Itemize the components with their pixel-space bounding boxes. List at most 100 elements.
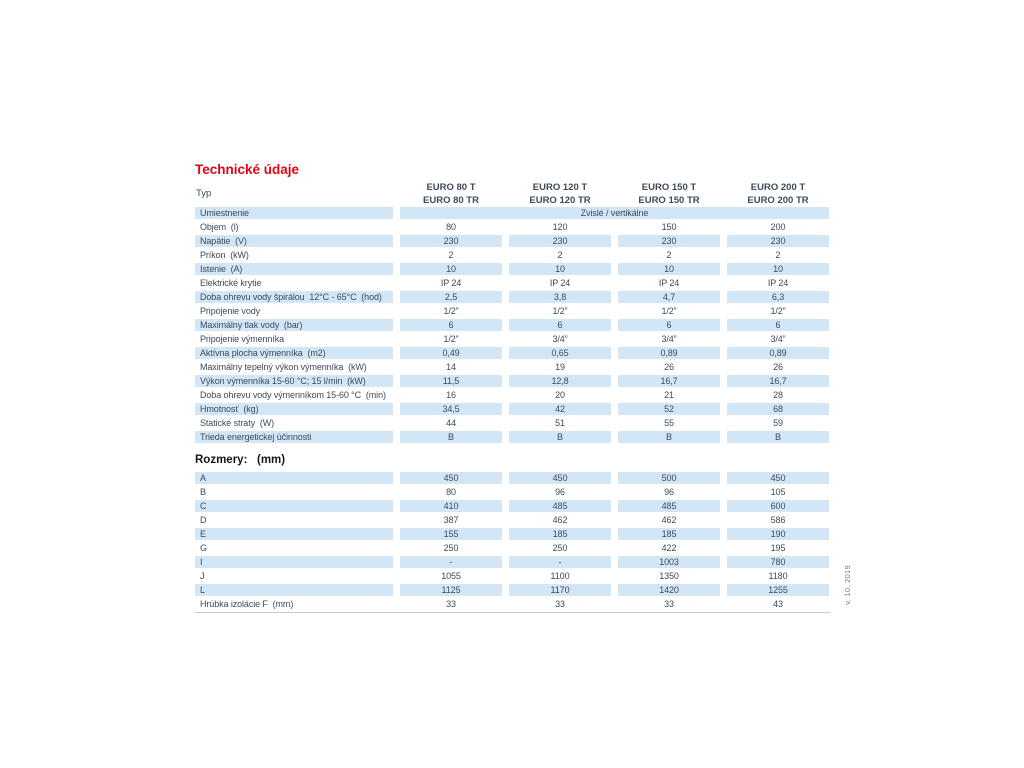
row-label: Statické straty (W): [195, 417, 393, 431]
value-cell: 200: [727, 221, 829, 235]
value-cell: 11,5: [400, 375, 502, 389]
value-cell: 4,7: [618, 291, 720, 305]
value-cell: 450: [400, 472, 502, 486]
value-cell: 10: [618, 263, 720, 277]
row-label: Príkon (kW): [195, 249, 393, 263]
value-cell: 33: [400, 598, 502, 612]
value-cell: 185: [509, 528, 611, 542]
table-row: L 1125 1170 1420 1255: [195, 584, 830, 598]
value-cell: 410: [400, 500, 502, 514]
value-cell: 462: [509, 514, 611, 528]
value-cell: 26: [727, 361, 829, 375]
value-cell: 1003: [618, 556, 720, 570]
model-name-line1: EURO 150 T: [641, 181, 697, 193]
value-cell: 0,65: [509, 347, 611, 361]
value-cell: 2: [509, 249, 611, 263]
value-cell: 21: [618, 389, 720, 403]
value-cell: 14: [400, 361, 502, 375]
value-cell: 387: [400, 514, 502, 528]
table-row: E 155 185 185 190: [195, 528, 830, 542]
value-cell: 105: [727, 486, 829, 500]
value-cell: 68: [727, 403, 829, 417]
value-cell: 96: [509, 486, 611, 500]
table-row: Statické straty (W) 44 51 55 59: [195, 417, 830, 431]
value-cell: 16: [400, 389, 502, 403]
value-cell: 80: [400, 221, 502, 235]
row-label: L: [195, 584, 393, 598]
value-cell: 1/2”: [400, 333, 502, 347]
value-cell: 1/2”: [509, 305, 611, 319]
value-cell: 3,8: [509, 291, 611, 305]
row-label: Doba ohrevu vody výmenníkom 15-60 °C (mi…: [195, 389, 393, 403]
value-cell: 19: [509, 361, 611, 375]
value-cell: 485: [509, 500, 611, 514]
table-row: G 250 250 422 195: [195, 542, 830, 556]
table-row: Doba ohrevu vody špirálou 12°C - 65°C (h…: [195, 291, 830, 305]
value-cell: 0,49: [400, 347, 502, 361]
value-cell: 3/4”: [509, 333, 611, 347]
value-cell: 1350: [618, 570, 720, 584]
value-cell: IP 24: [509, 277, 611, 291]
value-cell: B: [727, 431, 829, 445]
row-label: D: [195, 514, 393, 528]
value-cell: 96: [618, 486, 720, 500]
value-cell: 1125: [400, 584, 502, 598]
table-row: Maximálny tepelný výkon výmenníka (kW) 14…: [195, 361, 830, 375]
value-cell: 0,89: [727, 347, 829, 361]
value-cell: 1/2”: [400, 305, 502, 319]
value-cell: 185: [618, 528, 720, 542]
value-cell: 6: [618, 319, 720, 333]
value-cell: 59: [727, 417, 829, 431]
spec-table: Umiestnenie Zvislé / vertikálne Objem (l) 8…: [195, 207, 830, 445]
column-header: EURO 80 T EURO 80 TR: [400, 181, 502, 207]
table-row: Istenie (A) 10 10 10 10: [195, 263, 830, 277]
row-label: Maximálny tlak vody (bar): [195, 319, 393, 333]
value-cell: 33: [618, 598, 720, 612]
table-row: Maximálny tlak vody (bar) 6 6 6 6: [195, 319, 830, 333]
table-row: B 80 96 96 105: [195, 486, 830, 500]
value-cell: 80: [400, 486, 502, 500]
version-stamp: v. 10. 2019: [843, 565, 859, 635]
value-cell: 6: [400, 319, 502, 333]
row-label: E: [195, 528, 393, 542]
table-row: Hmotnosť (kg) 34,5 42 52 68: [195, 403, 830, 417]
model-name-line2: EURO 80 TR: [423, 194, 479, 206]
value-cell: 42: [509, 403, 611, 417]
value-cell: IP 24: [618, 277, 720, 291]
row-label: J: [195, 570, 393, 584]
value-cell: -: [509, 556, 611, 570]
value-cell: 1180: [727, 570, 829, 584]
value-cell: 44: [400, 417, 502, 431]
value-cell: 10: [400, 263, 502, 277]
value-cell: 450: [509, 472, 611, 486]
value-cell: 6: [727, 319, 829, 333]
value-cell: 43: [727, 598, 829, 612]
table-header-row: Typ EURO 80 T EURO 80 TR EURO 120 T EURO 12…: [195, 180, 830, 207]
table-row: Aktívna plocha výmenníka (m2) 0,49 0,65 0,8…: [195, 347, 830, 361]
value-cell: 3/4”: [618, 333, 720, 347]
row-label: Napätie (V): [195, 235, 393, 249]
row-label: Maximálny tepelný výkon výmenníka (kW): [195, 361, 393, 375]
row-label: C: [195, 500, 393, 514]
value-cell: 780: [727, 556, 829, 570]
row-label: Výkon výmenníka 15-60 °C; 15 l/min (kW): [195, 375, 393, 389]
value-cell: 6: [509, 319, 611, 333]
value-cell: 155: [400, 528, 502, 542]
row-label: I: [195, 556, 393, 570]
model-name-line1: EURO 120 T: [532, 181, 588, 193]
value-cell: 230: [618, 235, 720, 249]
model-name-line2: EURO 120 TR: [529, 194, 591, 206]
value-cell: -: [400, 556, 502, 570]
value-cell: 10: [509, 263, 611, 277]
column-header: EURO 200 T EURO 200 TR: [727, 181, 829, 207]
value-cell: 16,7: [727, 375, 829, 389]
value-cell: 0,89: [618, 347, 720, 361]
row-label: Doba ohrevu vody špirálou 12°C - 65°C (h…: [195, 291, 393, 305]
row-label: Pripojenie vody: [195, 305, 393, 319]
value-cell: 422: [618, 542, 720, 556]
table-row: Elektrické krytie IP 24 IP 24 IP 24 IP 24: [195, 277, 830, 291]
row-label: Objem (l): [195, 221, 393, 235]
table-row: Hrúbka izolácie F (mm) 33 33 33 43: [195, 598, 830, 612]
table-row: I - -1003 780: [195, 556, 830, 570]
row-label: B: [195, 486, 393, 500]
